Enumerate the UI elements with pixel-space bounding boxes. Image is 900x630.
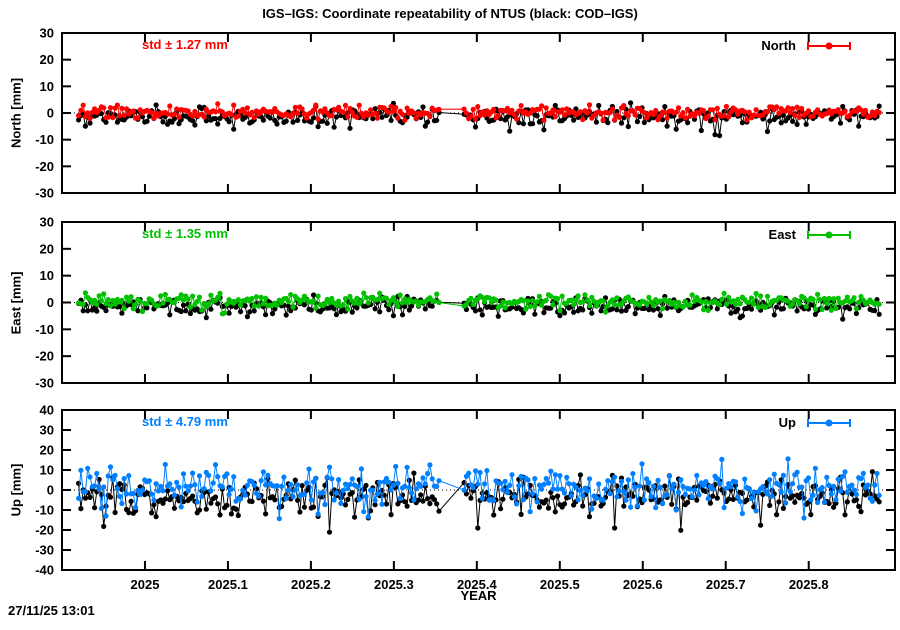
north-legend-label: North: [761, 38, 796, 53]
x-tick-label: 2025.6: [623, 577, 663, 592]
x-tick-label: 2025.2: [291, 577, 331, 592]
up-std-label: std ± 4.79 mm: [142, 414, 228, 429]
y-tick-label: -10: [35, 503, 54, 518]
x-tick-label: 2025.7: [706, 577, 746, 592]
y-tick-label: -40: [35, 563, 54, 578]
east-std-label: std ± 1.35 mm: [142, 226, 228, 241]
x-tick-label: 2025.5: [540, 577, 580, 592]
y-tick-label: -30: [35, 186, 54, 201]
y-tick-label: -30: [35, 543, 54, 558]
y-tick-label: 10: [40, 463, 54, 478]
y-tick-label: 0: [47, 295, 54, 310]
series-points-Up: [76, 456, 882, 522]
x-axis-label: YEAR: [460, 588, 497, 603]
north-std-label: std ± 1.27 mm: [142, 37, 228, 52]
plot-timestamp: 27/11/25 13:01: [8, 603, 95, 618]
y-tick-label: 10: [40, 79, 54, 94]
north-axis-label: North [mm]: [8, 77, 24, 149]
y-tick-label: 10: [40, 268, 54, 283]
y-tick-label: 0: [47, 483, 54, 498]
y-tick-label: 20: [40, 52, 54, 67]
y-tick-label: 30: [40, 215, 54, 230]
up-axis-label: Up [mm]: [8, 463, 24, 517]
series-points-North: [76, 101, 882, 123]
y-tick-label: 30: [40, 423, 54, 438]
up-legend-label: Up: [778, 415, 796, 430]
east-legend-label: East: [768, 227, 796, 242]
y-tick-label: -10: [35, 132, 54, 147]
y-tick-label: 0: [47, 106, 54, 121]
x-tick-label: 2025.4: [457, 577, 498, 592]
y-tick-label: -20: [35, 349, 54, 364]
x-tick-label: 2025.8: [789, 577, 829, 592]
y-tick-label: -10: [35, 322, 54, 337]
y-tick-label: 20: [40, 241, 54, 256]
x-tick-label: 2025.3: [374, 577, 414, 592]
x-tick-label: 2025.1: [208, 577, 248, 592]
panel-frame: [61, 221, 896, 384]
y-tick-label: -20: [35, 523, 54, 538]
y-tick-label: 20: [40, 443, 54, 458]
chart-title: IGS–IGS: Coordinate repeatability of NTU…: [262, 6, 638, 21]
x-tick-label: 2025: [131, 577, 160, 592]
y-tick-label: 40: [40, 403, 54, 418]
series-points-East: [76, 290, 882, 317]
y-tick-label: -20: [35, 159, 54, 174]
legend-point-icon: [825, 231, 833, 239]
east-axis-label: East [mm]: [8, 271, 24, 335]
y-tick-label: 30: [40, 26, 54, 41]
legend-point-icon: [825, 419, 833, 427]
panel-frame: [61, 32, 896, 194]
y-tick-label: -30: [35, 376, 54, 391]
panel-frame: [61, 409, 896, 571]
legend-point-icon: [825, 42, 833, 50]
